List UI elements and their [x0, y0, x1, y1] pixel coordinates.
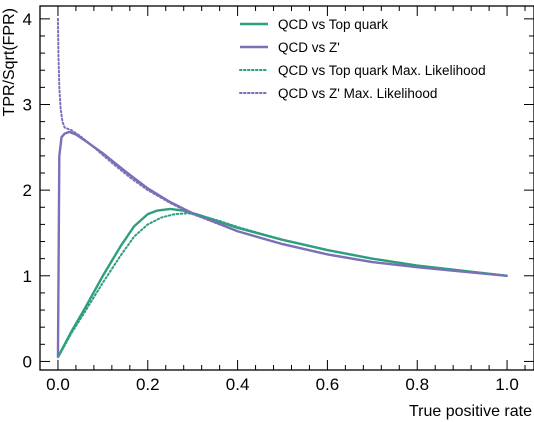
legend-label-0: QCD vs Top quark — [278, 17, 388, 32]
series-line-2 — [56, 212, 509, 359]
x-tick-label: 1.0 — [495, 375, 519, 394]
y-tick-label: 2 — [23, 181, 32, 200]
x-tick-label: 0.6 — [316, 375, 340, 394]
y-axis-label: TPR/Sqrt(FPR) — [1, 8, 18, 116]
x-tick-label: 0.4 — [226, 375, 250, 394]
y-tick-label: 4 — [23, 10, 32, 29]
legend-label-2: QCD vs Top quark Max. Likelihood — [278, 63, 486, 78]
y-tick-label: 3 — [23, 95, 32, 114]
legend: QCD vs Top quark QCD vs Z' QCD vs Top quar… — [239, 17, 486, 101]
y-tick-label: 1 — [23, 267, 32, 286]
x-tick-label: 0.2 — [136, 375, 160, 394]
series-line-3 — [56, 17, 509, 277]
legend-label-1: QCD vs Z' — [278, 40, 340, 55]
series-group — [56, 17, 509, 359]
y-tick-label: 0 — [23, 352, 32, 371]
plot-frame — [39, 5, 534, 371]
x-tick-label: 0.0 — [46, 375, 70, 394]
legend-label-3: QCD vs Z' Max. Likelihood — [278, 86, 437, 101]
x-tick-label: 0.8 — [405, 375, 429, 394]
x-axis-label: True positive rate — [409, 403, 532, 420]
